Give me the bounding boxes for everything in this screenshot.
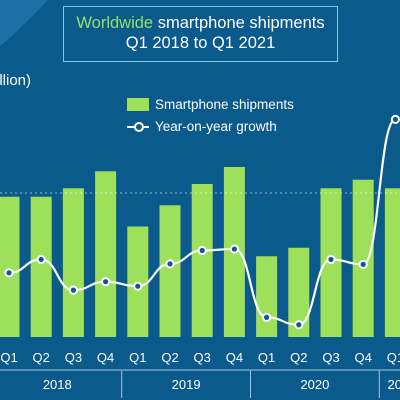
legend-bar-swatch bbox=[127, 97, 149, 111]
x-tick-label: Q1 bbox=[0, 350, 17, 365]
bar bbox=[191, 184, 213, 337]
x-tick-label: Q3 bbox=[194, 350, 211, 365]
growth-point bbox=[197, 245, 207, 256]
x-tick-label: Q3 bbox=[322, 350, 339, 365]
chart-title-accent: Worldwide bbox=[76, 14, 154, 32]
x-tick-label: Q1 bbox=[258, 350, 275, 365]
bar bbox=[352, 179, 374, 337]
bar-series bbox=[0, 167, 400, 337]
legend-item-growth: Year-on-year growth bbox=[127, 115, 294, 137]
x-tick-label: Q3 bbox=[65, 350, 82, 365]
growth-point bbox=[358, 259, 368, 269]
x-tick-label: Q4 bbox=[355, 350, 372, 365]
legend-label-shipments: Smartphone shipments bbox=[155, 96, 294, 112]
bar bbox=[288, 247, 310, 337]
growth-point bbox=[101, 277, 111, 287]
y-axis-label: illion) bbox=[0, 72, 32, 89]
x-tick-label: Q1 bbox=[129, 350, 146, 365]
x-tick-label: Q2 bbox=[33, 350, 50, 365]
x-tick-label: Q4 bbox=[97, 350, 114, 365]
bar bbox=[159, 205, 181, 337]
year-group-label: 2019 bbox=[172, 377, 201, 392]
background-swoosh bbox=[0, 0, 48, 46]
growth-point bbox=[294, 320, 304, 330]
chart-title-rest: smartphone shipments bbox=[153, 14, 325, 32]
growth-point bbox=[326, 254, 336, 265]
legend-item-shipments: Smartphone shipments bbox=[127, 93, 294, 115]
growth-point bbox=[4, 268, 14, 278]
chart-title-box: Worldwide smartphone shipments Q1 2018 t… bbox=[63, 6, 338, 62]
x-tick-label: Q1 bbox=[387, 350, 400, 365]
bar bbox=[30, 196, 52, 337]
bar bbox=[95, 171, 117, 337]
x-tick-label: Q4 bbox=[226, 350, 243, 365]
growth-point bbox=[390, 114, 400, 124]
chart-title: Worldwide smartphone shipments bbox=[64, 13, 337, 33]
growth-point bbox=[133, 281, 143, 291]
chart-subtitle: Q1 2018 to Q1 2021 bbox=[125, 34, 276, 52]
bar bbox=[62, 188, 84, 337]
year-group-label: 2018 bbox=[43, 377, 72, 392]
chart-legend: Smartphone shipments Year-on-year growth bbox=[127, 93, 294, 137]
bar bbox=[256, 256, 278, 337]
x-tick-label: Q2 bbox=[290, 350, 307, 365]
x-tick-label: Q2 bbox=[161, 350, 178, 365]
year-group-label: 2020 bbox=[300, 377, 329, 392]
growth-point bbox=[262, 312, 272, 322]
bar bbox=[0, 196, 20, 337]
bar bbox=[384, 188, 400, 337]
growth-point bbox=[165, 259, 175, 269]
growth-point bbox=[68, 285, 79, 295]
legend-label-growth: Year-on-year growth bbox=[155, 118, 277, 134]
growth-point bbox=[36, 254, 46, 265]
growth-line-series bbox=[4, 114, 400, 330]
x-axis-labels: Q1 Q2 Q3 Q4 Q1 Q2 Q3 Q4 Q1 Q2 Q3 Q4 Q1 2018 2019 2020 20… bbox=[0, 350, 400, 398]
growth-point bbox=[229, 244, 239, 254]
year-group-label: 202 bbox=[388, 377, 400, 392]
legend-line-swatch bbox=[127, 120, 149, 133]
